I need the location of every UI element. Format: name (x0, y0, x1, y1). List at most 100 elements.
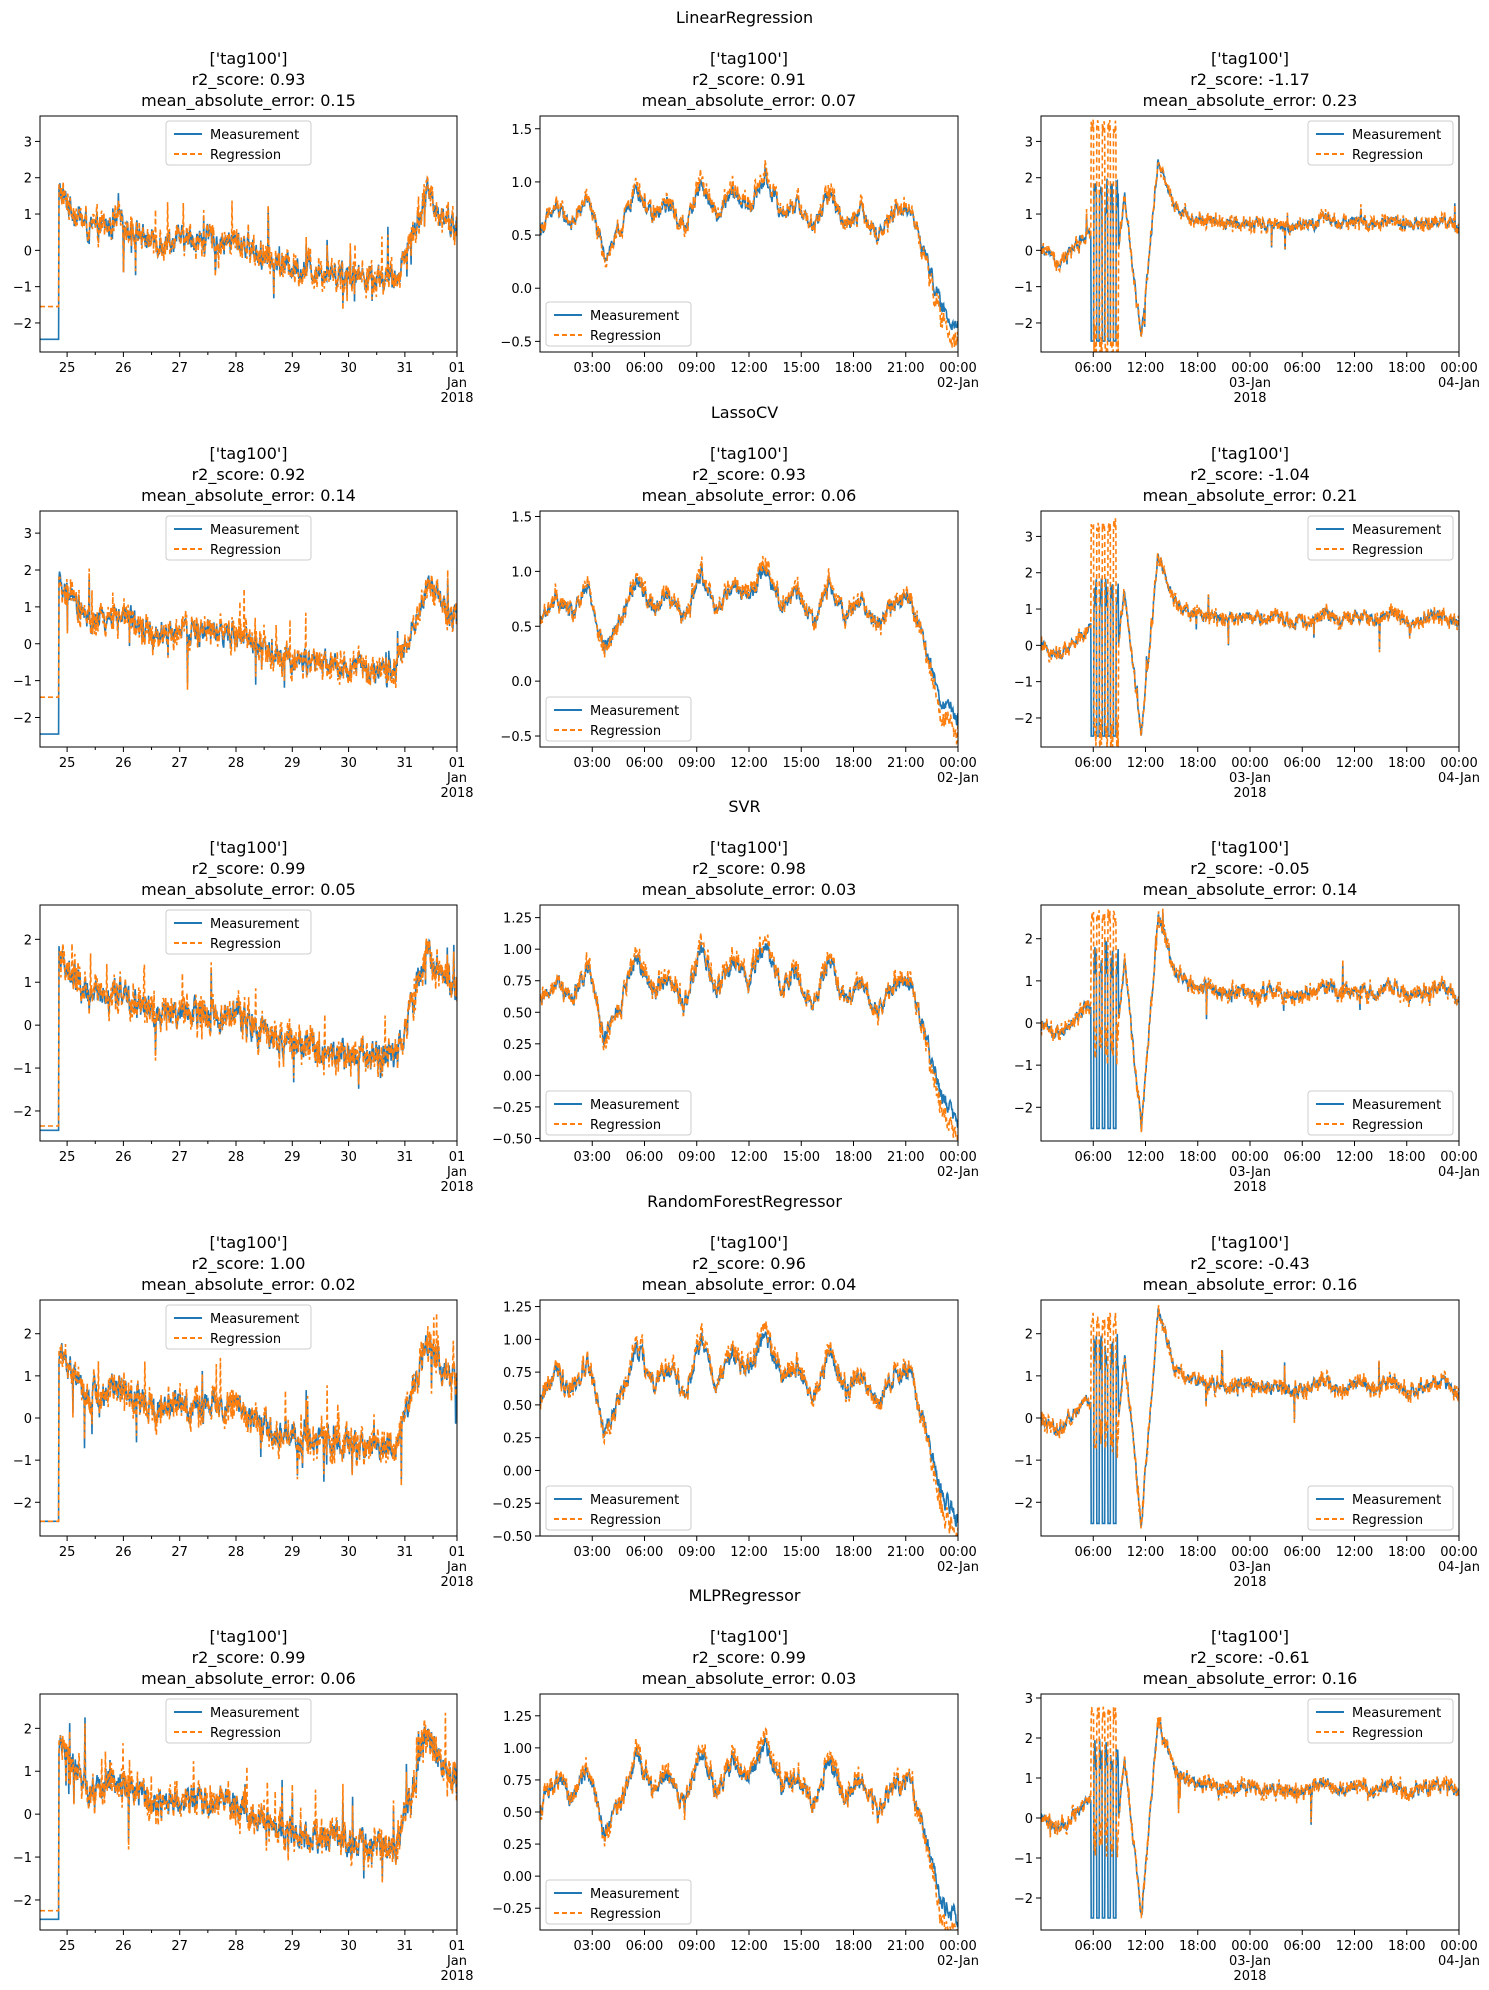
x-tick-label: 12:00 (1336, 1150, 1373, 1165)
legend: Measurement Regression (545, 1090, 692, 1136)
legend-measurement-label: Measurement (590, 1493, 679, 1508)
x-tick-label: 18:00 (1179, 1545, 1216, 1560)
x-tick-label: 00:00 (1440, 756, 1477, 771)
legend-measurement-label: Measurement (1352, 523, 1441, 538)
x-tick-sublabel: 2018 (440, 1180, 473, 1195)
subplot-title-r2: r2_score: -1.04 (1190, 465, 1310, 485)
legend-regression-label: Regression (1352, 148, 1423, 163)
subplot-title-tag: ['tag100'] (710, 444, 788, 463)
x-tick-label: 09:00 (678, 361, 715, 376)
subplot-title-mae: mean_absolute_error: 0.07 (642, 91, 857, 111)
y-tick-label: −0.25 (492, 1902, 532, 1917)
subplot-title-tag: ['tag100'] (710, 838, 788, 857)
section-title: LassoCV (711, 403, 778, 422)
x-tick-label: 03:00 (574, 1150, 611, 1165)
subplot-title-tag: ['tag100'] (1211, 49, 1289, 68)
legend-measurement-label: Measurement (210, 917, 299, 932)
plot-area (40, 1312, 457, 1523)
x-tick-label: 26 (115, 756, 132, 771)
y-tick-label: −2 (1014, 1496, 1033, 1511)
y-tick-label: 1.25 (503, 1710, 532, 1725)
x-tick-label: 18:00 (835, 756, 872, 771)
x-tick-label: 25 (59, 756, 76, 771)
x-tick-label: 15:00 (783, 1545, 820, 1560)
x-tick-label: 09:00 (678, 1545, 715, 1560)
legend-frame (545, 1485, 692, 1531)
y-tick-label: −2 (13, 1496, 32, 1511)
x-tick-label: 29 (284, 756, 301, 771)
subplot-title-tag: ['tag100'] (710, 1627, 788, 1646)
y-tick-label: 1 (24, 1765, 32, 1780)
subplot-title-r2: r2_score: -0.43 (1190, 1254, 1310, 1274)
subplot-title-r2: r2_score: 0.92 (192, 465, 306, 485)
y-tick-label: 0 (1025, 1412, 1033, 1427)
subplot: ['tag100'] r2_score: 0.98mean_absolute_er… (492, 838, 979, 1180)
x-tick-label: 18:00 (835, 361, 872, 376)
series-regression-line (40, 937, 457, 1127)
y-tick-label: 2 (24, 1722, 32, 1737)
x-tick-label: 06:00 (626, 1150, 663, 1165)
x-tick-label: 00:00 (1440, 361, 1477, 376)
subplot-title-mae: mean_absolute_error: 0.16 (1143, 1275, 1358, 1295)
x-tick-sublabel: Jan (446, 771, 467, 786)
section-title: RandomForestRegressor (647, 1192, 842, 1211)
legend-frame (165, 120, 312, 166)
y-tick-label: 0.0 (511, 282, 532, 297)
subplot-title-tag: ['tag100'] (1211, 444, 1289, 463)
x-tick-sublabel: 02-Jan (937, 1165, 979, 1180)
x-tick-label: 12:00 (1127, 1939, 1164, 1954)
x-tick-sublabel: 2018 (1233, 391, 1266, 406)
x-tick-label: 06:00 (1075, 1545, 1112, 1560)
legend: Measurement Regression (545, 1879, 692, 1925)
x-tick-label: 28 (228, 361, 245, 376)
legend-regression-label: Regression (210, 148, 281, 163)
legend-measurement-label: Measurement (1352, 1493, 1441, 1508)
y-tick-label: −1 (13, 1454, 32, 1469)
series-measurement-line (40, 571, 457, 735)
y-tick-label: 1 (24, 1370, 32, 1385)
plot-area (40, 568, 457, 735)
x-tick-sublabel: 03-Jan (1229, 771, 1271, 786)
x-tick-label: 21:00 (887, 361, 924, 376)
series-measurement-line (1041, 159, 1459, 342)
x-tick-label: 09:00 (678, 1939, 715, 1954)
y-tick-label: −1 (1014, 676, 1033, 691)
x-tick-label: 29 (284, 1545, 301, 1560)
legend-measurement-label: Measurement (210, 1706, 299, 1721)
y-tick-label: −0.5 (500, 335, 532, 350)
y-tick-label: 1.5 (511, 510, 532, 525)
x-tick-label: 26 (115, 1150, 132, 1165)
legend-frame (545, 1090, 692, 1136)
y-tick-label: 1.25 (503, 1301, 532, 1316)
x-tick-label: 03:00 (574, 361, 611, 376)
x-tick-sublabel: Jan (446, 1165, 467, 1180)
series-regression-line (40, 174, 457, 311)
subplot-title-mae: mean_absolute_error: 0.05 (141, 880, 356, 900)
series-regression-line (540, 555, 958, 746)
series-regression-line (40, 1712, 457, 1912)
x-tick-label: 21:00 (887, 1545, 924, 1560)
y-tick-label: 2 (1025, 567, 1033, 582)
y-tick-label: 0.00 (503, 1069, 532, 1084)
series-measurement-line (1041, 553, 1459, 737)
x-tick-label: 00:00 (939, 1150, 976, 1165)
legend-regression-label: Regression (590, 1907, 661, 1922)
subplot-title-mae: mean_absolute_error: 0.23 (1143, 91, 1358, 111)
x-tick-label: 30 (340, 361, 357, 376)
y-tick-label: 0.50 (503, 1006, 532, 1021)
y-tick-label: 0.50 (503, 1399, 532, 1414)
x-tick-sublabel: 03-Jan (1229, 376, 1271, 391)
subplot-title-tag: ['tag100'] (209, 444, 287, 463)
y-tick-label: 1 (1025, 975, 1033, 990)
subplot-title-tag: ['tag100'] (1211, 1627, 1289, 1646)
plot-area (1041, 518, 1459, 747)
x-tick-label: 06:00 (1284, 1939, 1321, 1954)
series-measurement-line (40, 938, 457, 1132)
subplot: ['tag100'] r2_score: -0.61mean_absolute_e… (1014, 1627, 1480, 1984)
series-regression-line (540, 932, 958, 1141)
legend-regression-label: Regression (210, 543, 281, 558)
x-tick-label: 12:00 (1127, 1545, 1164, 1560)
x-tick-label: 18:00 (835, 1545, 872, 1560)
plot-area (1041, 1305, 1459, 1529)
subplot: ['tag100'] r2_score: -1.17mean_absolute_e… (1014, 49, 1480, 406)
